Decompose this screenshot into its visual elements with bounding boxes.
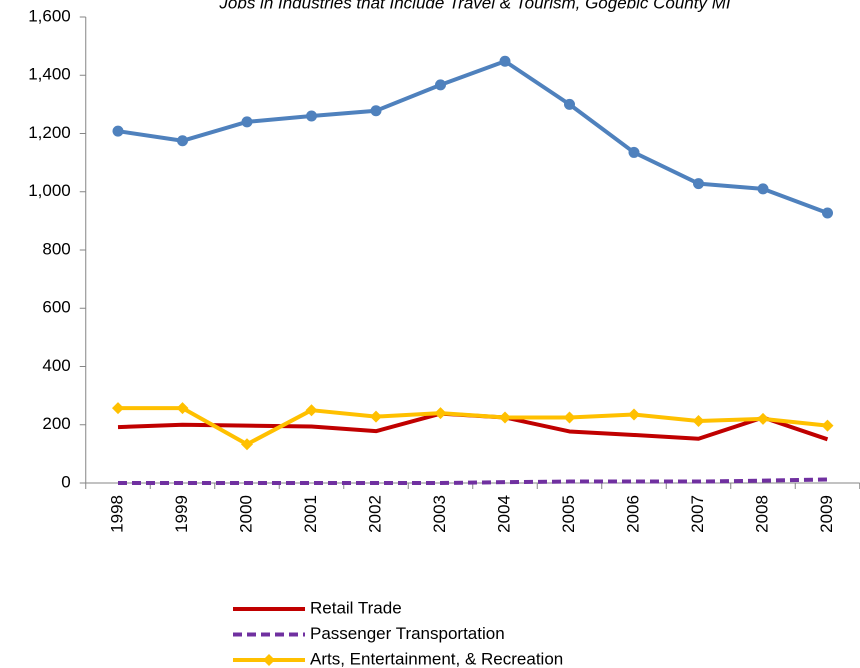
point [112,402,124,415]
series-line [117,59,829,215]
y-tick-label: 600 [42,298,70,317]
point [757,412,769,425]
series-line [118,406,828,447]
point [821,419,834,432]
point [434,407,447,420]
series-line [118,477,828,485]
x-tick-label: 2009 [817,495,836,533]
point [564,98,575,110]
legend-label: Arts, Entertainment, & Recreation [310,649,563,668]
legend-label: Retail Trade [310,598,402,617]
y-tick-label: 0 [61,472,70,491]
y-tick-label: 800 [42,239,70,258]
point [499,55,511,67]
point [241,438,253,451]
series-line [117,411,829,442]
point [822,207,833,219]
x-tick-label: 2000 [236,495,255,533]
point [370,410,382,423]
point [177,135,188,147]
y-tick-label: 400 [42,356,70,375]
point [628,408,640,421]
x-tick-label: 2006 [623,495,642,533]
point [563,411,576,424]
y-tick-label: 200 [42,414,70,433]
x-tick-label: 2008 [752,495,771,533]
x-tick-label: 2003 [430,495,449,533]
x-tick-label: 1999 [172,495,191,533]
x-tick-label: 1998 [107,495,126,533]
point [757,183,769,195]
point [176,402,189,415]
point [692,414,705,427]
point [241,116,253,128]
legend-label: Passenger Transportation [310,624,505,643]
x-tick-label: 2001 [301,495,320,533]
y-tick-label: 1,000 [28,181,71,200]
point [370,105,382,117]
point [305,404,318,417]
point [499,411,511,424]
point [628,146,640,158]
x-tick-label: 2007 [688,495,707,533]
y-tick-label: 1,400 [28,65,71,84]
point [435,79,446,91]
point [112,125,124,137]
point [306,110,317,122]
x-tick-label: 2002 [365,495,384,533]
y-tick-label: 1,200 [28,123,71,142]
x-tick-label: 2005 [559,495,578,533]
point [693,178,704,190]
chart-title: Jobs in Industries that Include Travel &… [218,0,730,12]
x-tick-label: 2004 [494,495,513,533]
legend-marker [263,654,275,666]
y-tick-label: 1,600 [28,6,71,25]
